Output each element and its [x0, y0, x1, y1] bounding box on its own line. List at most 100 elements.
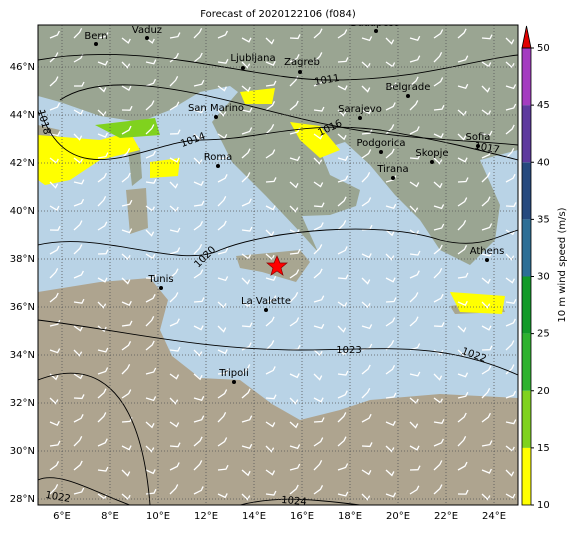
- wind-barb: [481, 468, 492, 474]
- wind-barb: [409, 229, 420, 236]
- wind-barb: [121, 341, 132, 351]
- wind-barb: [337, 325, 347, 333]
- wind-barb: [241, 85, 251, 93]
- wind-barb: [145, 229, 155, 237]
- wind-barb: [289, 317, 300, 327]
- wind-barb: [337, 436, 347, 447]
- wind-barb: [193, 52, 203, 63]
- wind-barb: [337, 175, 349, 183]
- wind-barb: [145, 78, 157, 87]
- wind-barb: [289, 76, 299, 87]
- wind-barb: [121, 445, 132, 451]
- wind-barb: [289, 229, 300, 235]
- wind-barb: [313, 268, 323, 279]
- city-dot: [94, 42, 98, 46]
- wind-barb: [289, 292, 299, 303]
- wind-barbs: [49, 28, 517, 501]
- wind-barb: [193, 486, 204, 495]
- wind-barb: [289, 156, 301, 162]
- wind-barb: [361, 469, 372, 476]
- wind-barb: [409, 181, 420, 188]
- wind-barb: [97, 347, 109, 353]
- colorbar-segment: [522, 219, 531, 277]
- colorbar-segment: [522, 105, 531, 163]
- city-label: Tripoli: [218, 368, 249, 379]
- axes: 6°E 8°E 10°E 12°E 14°E 16°E 18°E 20°E 22°E 24°E 28…: [10, 62, 506, 522]
- lon-tick-label: 22°E: [434, 511, 458, 522]
- wind-barb: [265, 366, 276, 375]
- wind-barb: [265, 295, 277, 303]
- wind-barb: [481, 277, 491, 285]
- city-dot: [430, 160, 434, 164]
- wind-barb: [121, 148, 131, 159]
- wind-barb: [289, 484, 299, 495]
- wind-barb: [505, 253, 515, 261]
- wind-barb: [145, 340, 155, 351]
- wind-barb: [313, 460, 323, 471]
- wind-barb: [361, 442, 373, 448]
- wind-barb: [457, 197, 468, 207]
- wind-barb: [481, 365, 492, 375]
- wind-barb: [337, 491, 349, 497]
- wind-barb: [289, 421, 299, 429]
- wind-barb: [289, 248, 301, 255]
- map-area: Bern Vaduz Budapest Ljubljana Zagreb Belgrade…: [38, 25, 518, 505]
- wind-barb: [313, 52, 323, 63]
- wind-barb: [49, 102, 61, 111]
- wind-barb: [457, 83, 469, 89]
- wind-barb: [217, 493, 228, 499]
- wind-barb: [73, 220, 83, 231]
- wind-barb: [409, 485, 420, 495]
- wind-barb: [289, 269, 300, 279]
- wind-barb: [289, 100, 299, 111]
- wind-barb: [217, 368, 229, 375]
- wind-barb: [241, 388, 251, 399]
- wind-barb: [49, 420, 60, 427]
- wind-barb: [481, 172, 491, 183]
- wind-barb: [193, 297, 205, 303]
- wind-barb: [505, 318, 516, 327]
- wind-barb: [361, 128, 373, 135]
- wind-barb: [217, 58, 229, 64]
- wind-barb: [217, 247, 229, 255]
- city-label: Bern: [84, 31, 107, 42]
- wind-barb: [145, 294, 156, 303]
- lon-tick-label: 10°E: [146, 511, 170, 522]
- lat-tick-label: 42°N: [10, 158, 35, 169]
- wind-barb: [409, 371, 421, 377]
- wind-barb: [145, 367, 157, 375]
- wind-barb: [385, 148, 395, 159]
- city-dot: [406, 94, 410, 98]
- city-label: Roma: [204, 152, 233, 163]
- wind-barb: [193, 108, 205, 114]
- wind-barb: [457, 436, 467, 447]
- city-label: Sarajevo: [338, 104, 382, 115]
- city-label: Tunis: [147, 274, 173, 285]
- wind-barb: [193, 325, 204, 331]
- wind-barb: [409, 205, 419, 213]
- wind-barb: [217, 109, 227, 117]
- wind-barb: [97, 325, 107, 333]
- wind-barb: [265, 394, 277, 400]
- wind-barb: [409, 270, 420, 279]
- wind-barb: [193, 200, 205, 207]
- wind-barb: [361, 197, 372, 207]
- colorbar-tick-label: 30: [537, 272, 550, 283]
- city-dot: [216, 164, 220, 168]
- wind-barb: [169, 442, 181, 448]
- wind-barb: [193, 28, 203, 39]
- wind-barb: [433, 204, 445, 210]
- city-dot: [379, 150, 383, 154]
- wind-barb: [49, 76, 59, 87]
- wind-barb: [289, 397, 299, 405]
- wind-barb: [433, 133, 444, 139]
- wind-barb: [505, 340, 515, 351]
- wind-barb: [97, 221, 108, 231]
- wind-barb: [97, 249, 109, 255]
- wind-barb: [73, 436, 83, 447]
- city-label: Belgrade: [386, 82, 431, 93]
- colorbar-tick-label: 10: [537, 500, 550, 511]
- wind-barb: [457, 300, 468, 307]
- wind-barb: [289, 54, 300, 63]
- wind-barb: [97, 196, 107, 207]
